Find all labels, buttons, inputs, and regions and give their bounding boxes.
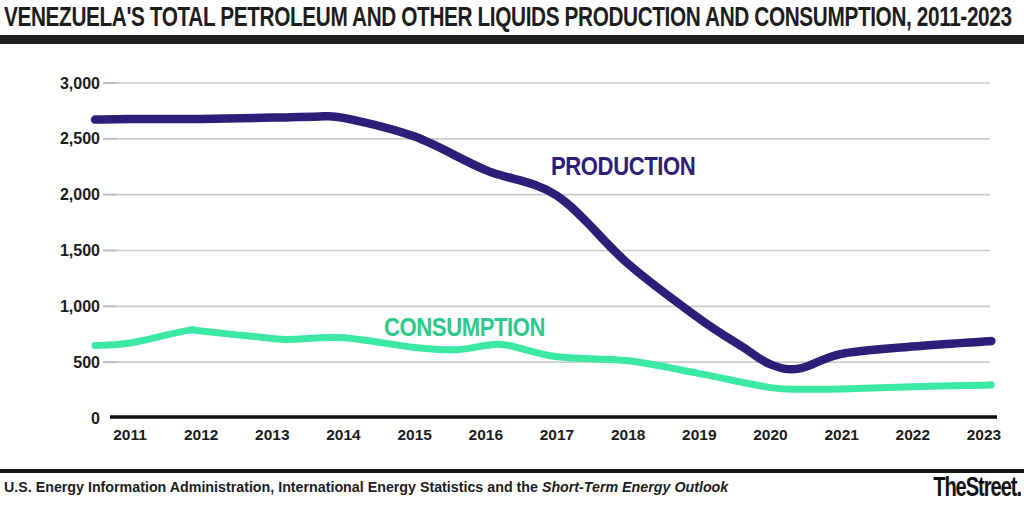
- x-axis-label: 2016: [469, 426, 504, 443]
- x-axis-label: 2012: [184, 426, 218, 443]
- y-axis-label: 3,000: [60, 75, 100, 92]
- x-axis-label: 2014: [326, 426, 361, 443]
- production-series-label: PRODUCTION: [551, 151, 695, 182]
- footer-separator-bar: [0, 469, 1024, 473]
- x-axis-label: 2017: [540, 426, 574, 443]
- y-axis-label: 0: [91, 410, 100, 427]
- x-axis-label: 2019: [682, 426, 717, 443]
- y-axis-label: 500: [73, 354, 100, 371]
- x-axis-label: 2018: [611, 426, 646, 443]
- x-axis-label: 2011: [113, 426, 147, 443]
- y-axis-label: 2,500: [60, 130, 100, 147]
- consumption-series-label: CONSUMPTION: [384, 312, 545, 343]
- chart-canvas: 3,000 2,500 2,000 1,500 1,000 500 0 2011 2012 201…: [0, 0, 1024, 515]
- x-axis-label: 2023: [967, 426, 1002, 443]
- x-axis-label: 2020: [753, 426, 787, 443]
- x-axis-label: 2022: [896, 426, 930, 443]
- source-attribution: U.S. Energy Information Administration, …: [4, 478, 728, 495]
- y-axis-label: 2,000: [60, 186, 100, 203]
- x-axis-label: 2021: [824, 426, 859, 443]
- thestreet-logo: TheStreet.: [933, 471, 1021, 503]
- source-attribution-italic: Short-Term Energy Outlook: [542, 478, 728, 495]
- y-axis-label: 1,000: [60, 298, 100, 315]
- y-axis-label: 1,500: [60, 242, 100, 259]
- x-axis-label: 2015: [397, 426, 432, 443]
- source-attribution-regular: U.S. Energy Information Administration, …: [4, 478, 542, 495]
- x-axis-label: 2013: [255, 426, 290, 443]
